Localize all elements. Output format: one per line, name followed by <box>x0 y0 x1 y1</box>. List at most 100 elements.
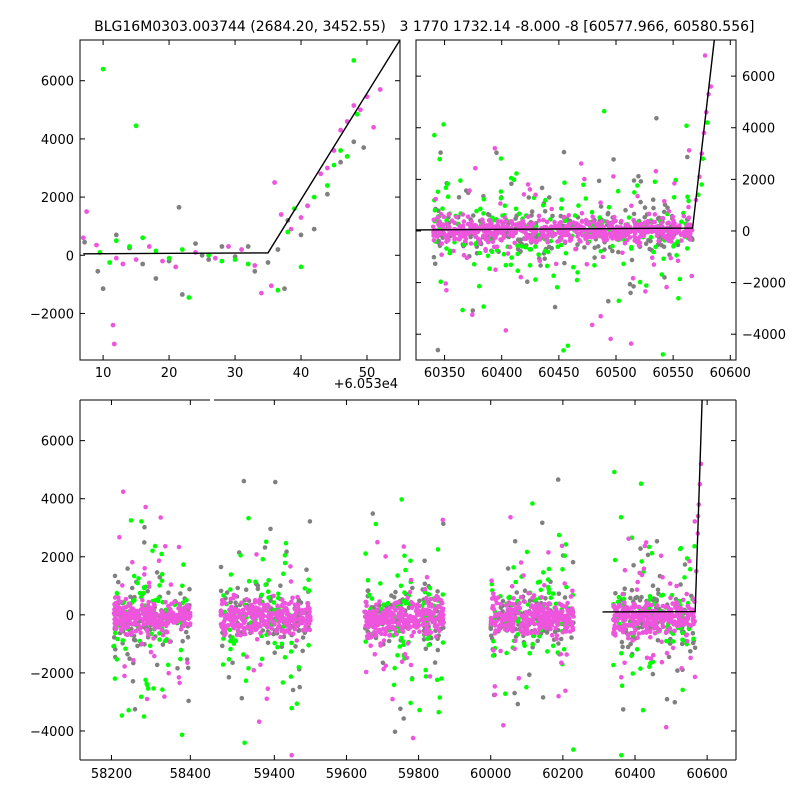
data-point <box>113 238 119 244</box>
data-point <box>235 609 240 614</box>
data-point <box>266 595 271 600</box>
x-tick-label: 59400 <box>254 767 295 782</box>
data-point <box>245 261 251 267</box>
data-point <box>258 662 263 668</box>
data-point <box>292 626 298 632</box>
data-point <box>399 635 404 641</box>
data-point <box>120 638 126 643</box>
data-point <box>122 610 127 615</box>
data-point <box>538 587 544 593</box>
data-point <box>434 617 439 622</box>
data-point <box>135 643 140 649</box>
data-point <box>660 603 666 609</box>
data-point <box>275 595 281 601</box>
data-point <box>138 625 143 631</box>
data-point <box>666 238 671 243</box>
data-point <box>141 585 147 591</box>
data-point <box>156 558 162 563</box>
data-point <box>298 264 304 270</box>
data-point <box>139 641 145 647</box>
data-point <box>431 229 436 235</box>
data-point <box>684 632 690 637</box>
data-point <box>370 511 376 516</box>
data-point <box>174 619 179 624</box>
data-point <box>130 559 135 565</box>
data-point <box>154 611 159 617</box>
data-point <box>551 273 556 279</box>
data-point <box>390 696 395 702</box>
data-point <box>392 601 397 606</box>
data-point <box>572 213 578 218</box>
data-point <box>437 695 443 700</box>
data-point <box>146 244 152 249</box>
data-point <box>282 553 288 558</box>
data-point <box>501 723 506 728</box>
data-point <box>582 176 587 182</box>
data-point <box>568 594 574 599</box>
data-point <box>555 621 560 627</box>
data-point <box>631 284 636 289</box>
data-point <box>682 562 688 567</box>
data-point <box>655 587 661 593</box>
panel1-y-ticks: −2000 0 2000 4000 6000 <box>30 75 400 322</box>
data-point <box>293 644 298 649</box>
data-point <box>527 650 532 656</box>
data-point <box>536 218 542 223</box>
data-point <box>431 217 437 223</box>
data-point <box>164 623 169 629</box>
data-point <box>300 648 306 654</box>
data-point <box>671 195 677 200</box>
data-point <box>505 566 511 571</box>
data-point <box>163 599 168 605</box>
data-point <box>281 571 286 577</box>
data-point <box>571 264 576 270</box>
data-point <box>534 606 540 612</box>
y-tick-label: −2000 <box>30 667 74 682</box>
data-point <box>538 624 543 629</box>
data-point <box>488 626 494 632</box>
data-point <box>126 603 132 608</box>
data-point <box>648 660 653 666</box>
data-point <box>492 621 497 626</box>
data-point <box>632 234 637 239</box>
data-point <box>553 605 558 610</box>
data-point <box>631 211 637 217</box>
data-point <box>646 238 651 243</box>
data-point <box>252 263 258 268</box>
data-point <box>386 638 392 644</box>
panel1-title: BLG16M0303.003744 (2684.20, 3452.55) <box>94 19 386 35</box>
data-point <box>144 606 149 611</box>
data-point <box>538 263 543 268</box>
data-point <box>260 556 266 562</box>
data-point <box>515 268 521 274</box>
data-point <box>253 605 259 610</box>
x-tick-label: 60350 <box>424 366 465 381</box>
data-point <box>396 622 402 628</box>
data-point <box>410 735 416 741</box>
data-point <box>381 626 386 632</box>
data-point <box>386 613 392 619</box>
data-point <box>517 605 523 611</box>
data-point <box>229 604 234 610</box>
data-point <box>664 638 669 644</box>
panel3-frame <box>79 399 737 761</box>
y-tick-label: 4000 <box>41 493 74 508</box>
data-point <box>499 219 504 224</box>
data-point <box>505 224 510 229</box>
panel1-points <box>80 58 383 347</box>
data-point <box>659 659 665 665</box>
data-point <box>668 255 674 261</box>
data-point <box>638 481 644 487</box>
data-point <box>140 235 146 241</box>
data-point <box>176 606 181 611</box>
data-point <box>436 604 441 609</box>
data-point <box>245 244 251 249</box>
data-point <box>554 636 559 642</box>
data-point <box>443 281 449 286</box>
data-point <box>530 232 535 237</box>
data-point <box>392 729 398 735</box>
data-point <box>637 604 642 610</box>
y-tick-label: 0 <box>66 609 74 624</box>
data-point <box>95 268 101 274</box>
data-point <box>483 246 488 252</box>
